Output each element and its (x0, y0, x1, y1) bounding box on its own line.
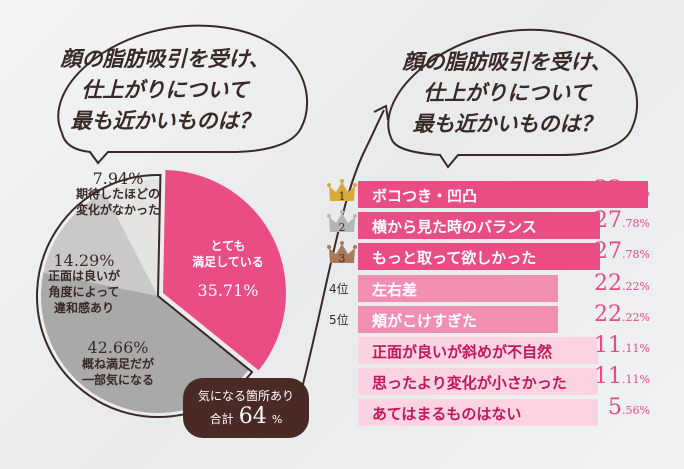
rank-value-dec-1: .33% (622, 186, 650, 199)
rank-label-4: 左右差 (372, 280, 418, 299)
rank-value-6: 11.11% (594, 333, 650, 358)
rank-row-2: 横から見た時のバランス 27.78% (358, 208, 650, 240)
rank-label-5: 頬がこけすぎた (372, 311, 478, 330)
right-question-line-1: 顔の脂肪吸引を受け、 (402, 50, 612, 74)
pie-slice-4 (104, 179, 161, 296)
pie-value-2: 42.66% (87, 338, 148, 357)
crown-icon-3: 3 (327, 241, 357, 265)
rank-value-int-7: 11 (594, 364, 623, 390)
rank-value-dec-7: .11% (622, 373, 650, 387)
rank-value-2: 27.78% (594, 208, 650, 233)
rank-value-7: 11.11% (594, 364, 650, 389)
crown-rank-1: 1 (339, 190, 346, 203)
rank-row-8: あてはまるものはない 5.56% (358, 395, 650, 427)
pie-value-3: 14.29% (53, 251, 114, 270)
rank-label-7: 思ったより変化が小さかった (372, 374, 567, 393)
pie-label-1-line-1: とても (210, 239, 245, 253)
rank-value-dec-5: .22% (622, 310, 650, 324)
rank-value-int-3: 27 (594, 239, 623, 265)
right-question: 顔の脂肪吸引を受け、 仕上がりについて 最も近かいものは？ (387, 47, 627, 140)
pie-label-3-line-1: 正面は良いが (48, 268, 120, 283)
right-question-line-2: 仕上がりについて (423, 81, 591, 105)
rank-value-int-5: 22 (594, 301, 623, 327)
rank-value-1: 33.33% (594, 177, 650, 202)
pie-label-1-line-2: 満足している (192, 254, 264, 269)
rank-value-dec-2: .78% (622, 217, 650, 231)
pie-slice-1 (163, 170, 286, 371)
callout-line1: 気になる箇所あり (197, 389, 294, 403)
right-question-line-3: 最も近かいものは？ (412, 112, 602, 136)
crown-icon-1: 1 (327, 179, 357, 203)
callout-prefix: 合計 (209, 412, 234, 426)
pie-slice-3 (43, 192, 158, 296)
rank-row-7: 思ったより変化が小さかった 11.11% (358, 364, 650, 396)
crown-icon-2: 2 (327, 210, 357, 234)
rank-value-5: 22.22% (594, 302, 650, 327)
rank-value-8: 5.56% (608, 395, 650, 420)
pie-label-2-line-2: 一部気になる (82, 372, 154, 387)
rank-row-1: ボコつき・凹凸 33.33% (358, 177, 650, 208)
rank-value-int-4: 22 (594, 270, 623, 296)
pie-label-2-line-1: 概ね満足だが (82, 356, 154, 371)
pie-value-1: 35.71% (197, 281, 258, 300)
rank-row-5: 頬がこけすぎた 22.22% (358, 302, 650, 333)
left-question-line-3: 最も近かいものは？ (70, 109, 260, 133)
rank-number-4: 4位 (329, 281, 349, 296)
rank-value-int-2: 27 (594, 208, 623, 234)
rank-value-dec-3: .78% (622, 248, 650, 262)
rank-bar-6 (358, 337, 598, 364)
callout-total: 合計 64 % (183, 404, 309, 429)
rank-value-dec-4: .22% (622, 279, 650, 293)
pie-label-4-line-1: 期待したほどの (76, 186, 160, 201)
pie-slice-2 (40, 272, 250, 414)
rank-label-1: ボコつき・凹凸 (372, 187, 478, 205)
rank-bar-5 (358, 305, 558, 333)
rank-bar-8 (358, 399, 598, 427)
pie-label-4-line-2: 変化がなかった (76, 202, 160, 217)
left-question-line-1: 顔の脂肪吸引を受け、 (60, 47, 270, 71)
pie-value-4: 7.94% (93, 169, 144, 188)
callout-value: 64 (238, 404, 267, 429)
rank-value-3: 27.78% (594, 239, 650, 264)
crown-rank-2: 2 (339, 221, 346, 234)
rank-label-3: もっと取って欲しかった (372, 249, 537, 268)
rank-value-int-1: 33 (594, 177, 623, 202)
rank-value-dec-8: .56% (622, 404, 650, 418)
rank-number-5: 5位 (329, 312, 349, 327)
rank-label-2: 横から見た時のバランス (372, 218, 537, 237)
pie-label-3-line-3: 違和感あり (54, 300, 114, 315)
rank-bar-3 (358, 243, 600, 271)
rank-value-int-8: 5 (608, 395, 623, 421)
rank-row-6: 正面が良いが斜めが不自然 11.11% (358, 333, 650, 364)
callout-unit: % (271, 413, 283, 426)
rank-value-dec-6: .11% (622, 342, 650, 355)
left-question: 顔の脂肪吸引を受け、 仕上がりについて 最も近かいものは？ (45, 44, 285, 137)
rank-bar-4 (358, 274, 558, 302)
crown-rank-3: 3 (339, 252, 346, 265)
rank-row-3: もっと取って欲しかった 27.78% (358, 239, 650, 271)
pie-label-3-line-2: 角度によって (48, 284, 119, 299)
left-question-line-2: 仕上がりについて (81, 78, 249, 102)
rank-label-6: 正面が良いが斜めが不自然 (372, 343, 553, 361)
rank-row-4: 左右差 22.22% (358, 271, 650, 302)
rank-value-int-6: 11 (594, 333, 623, 358)
rank-bar-7 (358, 368, 598, 396)
rank-value-4: 22.22% (594, 271, 650, 296)
concern-total-callout: 気になる箇所あり 合計 64 % (183, 378, 309, 438)
rank-bar-2 (358, 212, 600, 240)
rank-label-8: あてはまるものはない (372, 405, 522, 424)
rank-bar-1 (358, 181, 648, 208)
